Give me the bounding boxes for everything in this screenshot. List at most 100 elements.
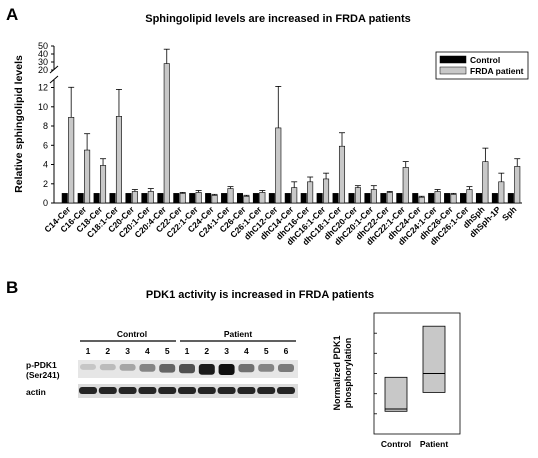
bar-control bbox=[491, 193, 498, 204]
pdk1-band bbox=[159, 364, 176, 373]
bar-patient bbox=[338, 145, 346, 204]
pdk1-band bbox=[258, 364, 275, 372]
actin-band bbox=[217, 387, 236, 394]
bar-patient bbox=[466, 189, 473, 204]
bar-patient bbox=[195, 192, 202, 204]
bar-patient bbox=[307, 181, 314, 204]
bar-control bbox=[173, 193, 180, 204]
pdk1-band bbox=[198, 364, 215, 375]
lane-number: 5 bbox=[165, 346, 170, 356]
bar-control bbox=[61, 193, 68, 204]
bar-control bbox=[93, 193, 100, 204]
actin-band bbox=[79, 387, 97, 394]
y-tick-label: 2 bbox=[43, 179, 48, 189]
bar-patient bbox=[370, 189, 377, 204]
actin-band bbox=[257, 387, 276, 394]
bar-patient bbox=[323, 178, 330, 204]
bar-patient bbox=[259, 192, 266, 204]
bar-patient bbox=[68, 117, 75, 204]
bar-patient bbox=[100, 165, 107, 204]
bar-control bbox=[428, 193, 435, 204]
bar-control bbox=[412, 193, 419, 204]
bar-control bbox=[364, 193, 371, 204]
western-blot: Control Patient 1 2 3 4 5 1 2 3 4 5 6 p-PDK1 (Ser2… bbox=[26, 329, 298, 398]
bar-control bbox=[252, 193, 259, 204]
bar-control bbox=[157, 193, 164, 204]
y-tick-label: 0 bbox=[43, 198, 48, 208]
y-tick-label: 20 bbox=[38, 65, 48, 75]
pdk1-row-label-site: (Ser241) bbox=[26, 370, 60, 380]
legend-label-control: Control bbox=[470, 55, 500, 65]
x-tick-labels: C14-CerC16-CerC18-CerC18:1-CerC20-CerC20… bbox=[42, 204, 518, 247]
y-tick-group-high: 20 30 40 50 bbox=[38, 41, 54, 75]
control-group-label: Control bbox=[117, 329, 147, 339]
actin-band bbox=[178, 387, 196, 394]
bar-patient bbox=[386, 192, 393, 204]
bar-patient bbox=[147, 191, 154, 204]
box-plot-y-ticks bbox=[374, 332, 377, 415]
bar-patient bbox=[498, 181, 505, 204]
lane-number: 4 bbox=[145, 346, 150, 356]
bar-control bbox=[475, 193, 482, 204]
bar-patient bbox=[354, 187, 361, 204]
actin-band bbox=[197, 387, 216, 394]
actin-band bbox=[158, 387, 177, 394]
bar-patient bbox=[131, 191, 138, 204]
lane-number: 4 bbox=[244, 346, 249, 356]
box-plot: Normalized PDK1 phosphorylation Control P… bbox=[332, 312, 461, 449]
pdk1-band bbox=[119, 364, 136, 371]
y-tick-label: 4 bbox=[43, 160, 48, 170]
lane-number: 6 bbox=[284, 346, 289, 356]
lane-number: 2 bbox=[204, 346, 209, 356]
box-plot-ylabel-1: Normalized PDK1 bbox=[332, 335, 342, 410]
box-plot-ylabel-2: phosphorylation bbox=[343, 338, 353, 409]
y-tick-group-low: 0 2 4 6 8 10 12 bbox=[38, 83, 54, 208]
box-control bbox=[384, 376, 408, 412]
box-x-label: Patient bbox=[420, 439, 449, 449]
bar-control bbox=[507, 193, 514, 204]
bar-control bbox=[332, 193, 339, 204]
patient-group-label: Patient bbox=[224, 329, 253, 339]
box-plot-x-labels: Control Patient bbox=[381, 439, 448, 449]
bar-patient bbox=[163, 63, 170, 204]
bar-series-group bbox=[61, 48, 521, 204]
pdk1-band bbox=[218, 364, 235, 375]
panel-a-title: Sphingolipid levels are increased in FRD… bbox=[145, 13, 411, 25]
lane-number: 3 bbox=[125, 346, 130, 356]
lane-number: 5 bbox=[264, 346, 269, 356]
legend-swatch-patient bbox=[439, 66, 467, 75]
actin-band bbox=[277, 387, 295, 394]
actin-band bbox=[98, 387, 117, 394]
legend: Control FRDA patient bbox=[435, 51, 529, 80]
pdk1-band bbox=[80, 364, 96, 370]
bar-patient bbox=[227, 188, 234, 204]
pdk1-band bbox=[179, 364, 195, 374]
bar-control bbox=[284, 193, 291, 204]
legend-swatch-control bbox=[439, 55, 467, 64]
lane-number: 1 bbox=[185, 346, 190, 356]
lane-number: 1 bbox=[86, 346, 91, 356]
bar-patient bbox=[418, 196, 425, 204]
actin-band bbox=[237, 387, 256, 394]
bar-control bbox=[189, 193, 196, 204]
bar-patient bbox=[402, 167, 409, 204]
y-tick-label: 12 bbox=[38, 83, 48, 93]
actin-band bbox=[118, 387, 137, 394]
pdk1-band bbox=[139, 364, 156, 372]
bar-control bbox=[300, 193, 307, 204]
box-plot-frame bbox=[373, 312, 461, 435]
lane-number: 2 bbox=[105, 346, 110, 356]
y-tick-label: 50 bbox=[38, 41, 48, 51]
bar-control bbox=[460, 193, 467, 204]
legend-label-patient: FRDA patient bbox=[470, 66, 524, 76]
bar-patient bbox=[514, 166, 521, 204]
bar-control bbox=[236, 193, 244, 204]
bar-patient bbox=[179, 193, 186, 204]
actin-row-label: actin bbox=[26, 387, 46, 397]
pdk1-band bbox=[238, 364, 255, 373]
panel-a-ylabel: Relative sphingolipid levels bbox=[13, 55, 25, 193]
bar-control bbox=[205, 193, 212, 204]
pdk1-band bbox=[278, 364, 294, 372]
